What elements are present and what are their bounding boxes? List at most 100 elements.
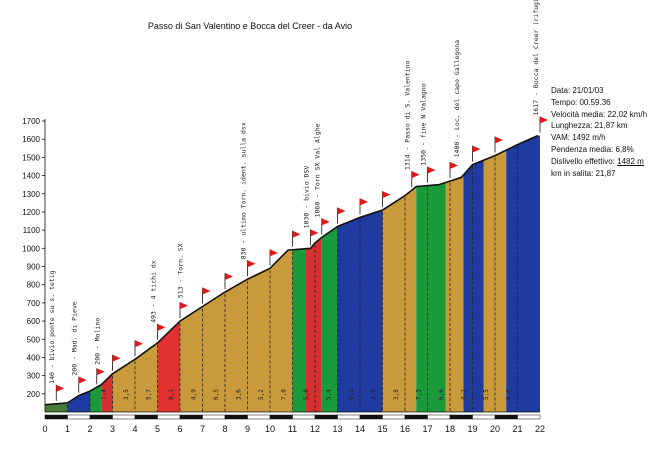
stat-time: Tempo: 00.59.36 — [551, 97, 611, 107]
y-tick-label: 1700 — [22, 117, 40, 126]
x-tick-label: 4 — [132, 424, 137, 434]
y-tick-label: 500 — [27, 335, 41, 344]
annotation-11: 1617 - Bocca del Creer (rifugio Graziani… — [532, 0, 540, 116]
annotation-3: 493 - 4 tichi dx — [150, 260, 158, 323]
x-tick-label: 20 — [490, 424, 500, 434]
km-scale-bar — [337, 414, 361, 420]
segment-grade-label: 7,3 — [415, 389, 422, 400]
y-tick-label: 800 — [27, 281, 41, 290]
km-scale-bar — [382, 414, 406, 420]
km-scale-bar — [269, 414, 293, 420]
km-scale-bar — [517, 414, 541, 420]
x-tick-label: 7 — [200, 424, 205, 434]
flag-banner — [157, 323, 166, 331]
x-tick-label: 6 — [177, 424, 182, 434]
flag-banner — [180, 302, 188, 310]
stat-climb-value: 1482 m — [617, 156, 644, 166]
flag-2 — [96, 368, 105, 385]
profile-segment-5 — [157, 321, 180, 412]
km-scale-bar — [112, 414, 136, 420]
profile-segment-11 — [382, 186, 417, 412]
km-scale-bar — [247, 414, 271, 420]
segment-grade-label: 6,6 — [438, 389, 445, 400]
y-tick-label: 1100 — [23, 226, 41, 235]
segment-grade-label: 6,5 — [213, 389, 220, 400]
annotation-7: 1060 - Torn SX Val Alghe — [314, 123, 322, 217]
segment-grade-labels: 1,4 3,5 5,7 8,1 4,9 6,5 3,6 5,2 7,0 5,8 5,4 6,1 4,6 3… — [100, 389, 512, 400]
flag-banner — [427, 166, 436, 174]
flag-11 — [292, 230, 301, 247]
km-scale-bar — [202, 414, 226, 420]
y-tick-label: 1000 — [22, 244, 40, 253]
flag-19 — [449, 162, 458, 179]
flag-8 — [224, 272, 233, 289]
flag-17 — [411, 171, 420, 188]
segment-grade-label: 6,1 — [348, 389, 355, 400]
annotation-1: 200 - Mad. di Pieve — [71, 301, 79, 375]
stat-length: Lunghezza: 21,87 km — [551, 121, 628, 131]
x-tick-label: 11 — [288, 424, 297, 434]
flag-banner — [225, 272, 233, 280]
km-scale-bar — [134, 414, 158, 420]
km-scale-bar — [494, 414, 518, 420]
stat-vam: VAM: 1492 m/h — [551, 133, 606, 143]
x-tick-label: 17 — [422, 424, 432, 434]
y-tick-label: 200 — [27, 390, 41, 399]
km-scale-bar — [292, 414, 316, 420]
flag-banner — [540, 116, 548, 124]
segment-dividers — [67, 146, 518, 412]
km-scale-bar — [224, 414, 248, 420]
profile-segment-3 — [101, 373, 113, 412]
annotation-2: 200 - Molino — [93, 318, 101, 365]
flag-0 — [55, 384, 65, 401]
segment-grade-label: 5,5 — [483, 389, 490, 400]
flag-banner — [411, 171, 420, 179]
profile-segment-1 — [67, 391, 90, 412]
flags — [55, 116, 548, 401]
flag-20 — [472, 145, 481, 162]
flag-4 — [134, 340, 143, 357]
profile-segment-7 — [292, 248, 306, 412]
segment-grade-label: 5,4 — [325, 389, 332, 400]
flag-18 — [427, 166, 436, 183]
y-tick-label: 900 — [27, 263, 41, 272]
y-tick-label: 1300 — [22, 190, 40, 199]
segment-grade-label: 3,6 — [235, 389, 242, 400]
profile-segment-14 — [463, 160, 484, 412]
waypoint-annotations: 140 - bivio ponte su s. tetig 200 - Mad. … — [48, 0, 540, 384]
flag-22 — [539, 116, 548, 133]
stat-km-climb: km in salita: 21,87 — [551, 168, 616, 178]
flag-16 — [382, 191, 391, 208]
km-scale-bar — [359, 414, 383, 420]
x-tick-label: 3 — [110, 424, 115, 434]
km-scale-bar — [404, 414, 428, 420]
x-tick-label: 15 — [377, 424, 387, 434]
annotation-8: 1314 - Passo di S. Valentino — [404, 60, 412, 170]
annotation-6: 1030 - bivio DSV — [303, 166, 311, 229]
y-tick-label: 400 — [27, 353, 41, 362]
x-tick-label: 1 — [65, 424, 70, 434]
x-tick-label: 13 — [332, 424, 342, 434]
flag-5 — [157, 323, 166, 340]
annotation-5: 830 - ultimo Torn. ident. sulla dsx — [240, 122, 248, 259]
profile-line — [44, 134, 539, 406]
y-tick-label: 300 — [27, 372, 41, 381]
profile-segment-2 — [90, 384, 102, 412]
annotation-4: 513 - Torn. SX — [177, 243, 185, 298]
stat-date: Data: 21/01/03 — [551, 86, 604, 95]
stat-climb: Dislivello effettivo: 1482 m — [551, 156, 647, 168]
segment-grade-label: 1,4 — [100, 389, 107, 400]
x-tick-label: 19 — [467, 424, 477, 434]
x-tick-label: 18 — [445, 424, 455, 434]
annotation-9: 1350 - fine N Valagno — [420, 83, 428, 165]
flag-1 — [78, 376, 87, 393]
y-tick-label: 1500 — [22, 153, 40, 162]
flag-15 — [359, 198, 368, 215]
flag-banner — [450, 162, 458, 170]
x-tick-label: 10 — [265, 424, 275, 434]
y-tick-label: 600 — [27, 317, 41, 326]
flag-banner — [310, 229, 319, 237]
flag-banner — [337, 207, 346, 215]
y-axis: 200 300 400 500 600 700 800 900 1000 1100 1200 1300… — [22, 117, 46, 412]
